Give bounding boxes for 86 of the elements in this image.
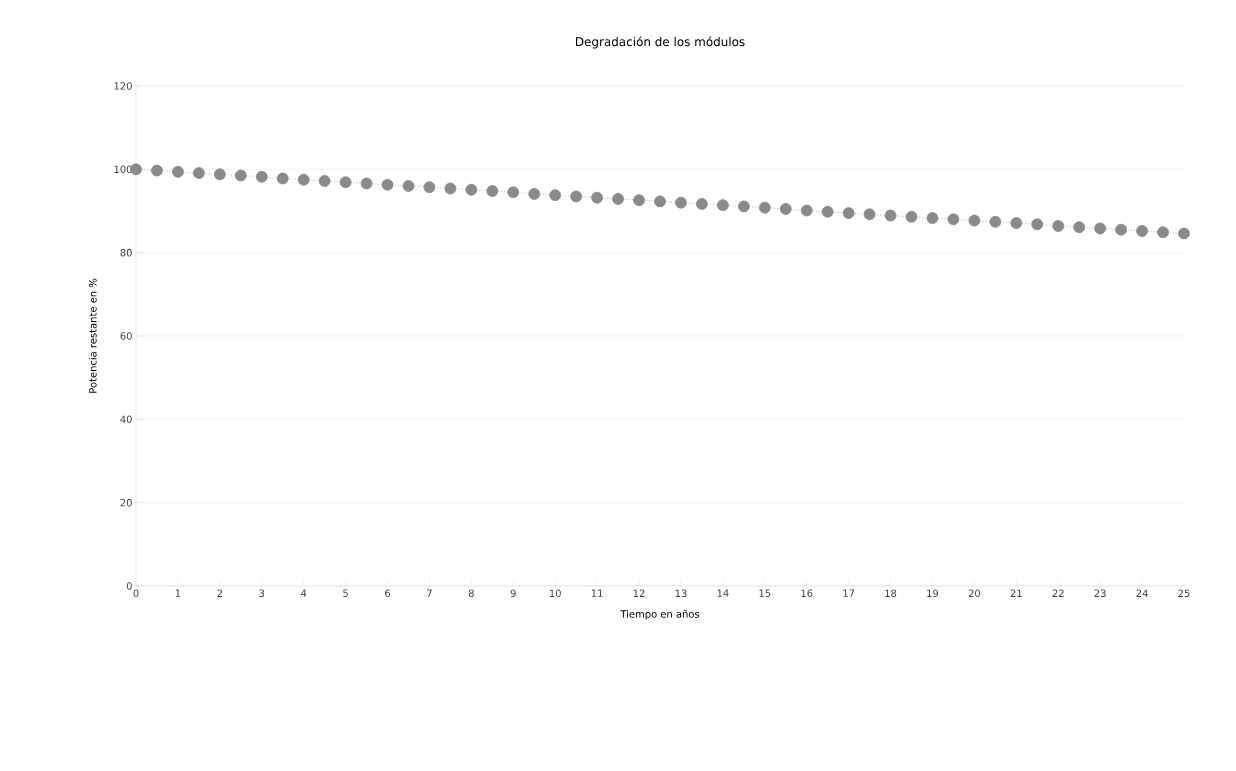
x-tick-label: 15: [759, 589, 771, 597]
y-tick-label: 120: [114, 82, 132, 90]
point: [276, 172, 289, 185]
point: [1031, 218, 1044, 231]
y-tick-label: 20: [120, 498, 132, 507]
point: [172, 165, 184, 178]
x-tick-label: 0: [133, 589, 139, 598]
x-tick-label: 14: [717, 589, 729, 597]
point: [800, 204, 813, 217]
point: [130, 163, 142, 176]
x-tick-label: 24: [1136, 589, 1148, 597]
x-tick-label: 18: [885, 589, 897, 598]
point: [297, 173, 310, 186]
y-tick-label: 80: [120, 248, 132, 257]
x-tick-label: 11: [591, 589, 603, 597]
y-tick-label: 40: [120, 415, 132, 424]
point: [234, 169, 247, 182]
x-tick-label: 7: [427, 589, 432, 597]
x-tick-label: 2: [217, 589, 223, 597]
point: [905, 210, 918, 223]
point: [654, 195, 666, 208]
point: [1073, 221, 1086, 234]
point: [339, 176, 352, 189]
point: [779, 203, 792, 215]
x-tick-label: 1: [175, 589, 181, 597]
point: [1157, 226, 1169, 239]
x-tick-label: 9: [510, 589, 516, 598]
point: [570, 190, 583, 203]
point: [821, 205, 834, 218]
x-tick-label: 21: [1010, 589, 1022, 597]
point: [255, 170, 268, 183]
point: [213, 168, 226, 181]
point: [1136, 225, 1148, 237]
x-tick-label: 5: [343, 589, 348, 597]
x-tick-label: 6: [385, 589, 391, 598]
point: [486, 185, 499, 197]
point: [1178, 227, 1190, 240]
x-axis-title: Tiempo en años: [620, 609, 700, 620]
point: [402, 180, 415, 192]
point: [444, 182, 457, 195]
point: [465, 183, 478, 196]
point: [675, 196, 687, 209]
x-tick-label: 19: [927, 589, 939, 598]
point: [633, 194, 645, 207]
point: [612, 193, 624, 205]
x-tick-label: 12: [633, 589, 645, 597]
point: [1010, 217, 1023, 229]
point: [947, 213, 960, 226]
point: [318, 175, 331, 187]
x-tick-label: 13: [675, 589, 687, 598]
x-tick-label: 17: [843, 589, 855, 597]
x-tick-label: 16: [801, 589, 813, 598]
point: [151, 164, 163, 177]
point: [863, 208, 876, 221]
point: [716, 199, 729, 212]
point: [884, 209, 897, 222]
point: [381, 178, 394, 191]
point: [758, 201, 771, 214]
point: [737, 200, 750, 213]
point: [968, 214, 981, 227]
point: [842, 207, 855, 219]
point: [528, 188, 541, 200]
point: [360, 177, 373, 190]
x-tick-label: 10: [549, 589, 561, 598]
point: [696, 198, 708, 210]
x-tick-label: 8: [468, 589, 474, 598]
point: [1115, 223, 1128, 236]
x-tick-label: 23: [1094, 589, 1106, 598]
point: [591, 191, 604, 204]
x-tick-label: 3: [259, 589, 265, 598]
x-tick-label: 20: [968, 589, 981, 598]
point: [423, 181, 436, 194]
point: [1094, 222, 1107, 235]
x-tick-label: 25: [1178, 589, 1190, 598]
x-tick-label: 4: [301, 589, 307, 597]
point: [1052, 220, 1065, 232]
point: [926, 212, 939, 224]
y-tick-label: 0: [126, 582, 132, 590]
x-tick-label: 22: [1052, 589, 1064, 597]
point: [549, 189, 562, 202]
point: [507, 186, 520, 199]
point: [192, 167, 205, 179]
y-tick-label: 60: [120, 332, 132, 340]
chart-title: Degradación de los módulos: [576, 36, 745, 49]
point: [989, 215, 1002, 228]
y-axis-title: Potencia restante en %: [88, 278, 97, 393]
